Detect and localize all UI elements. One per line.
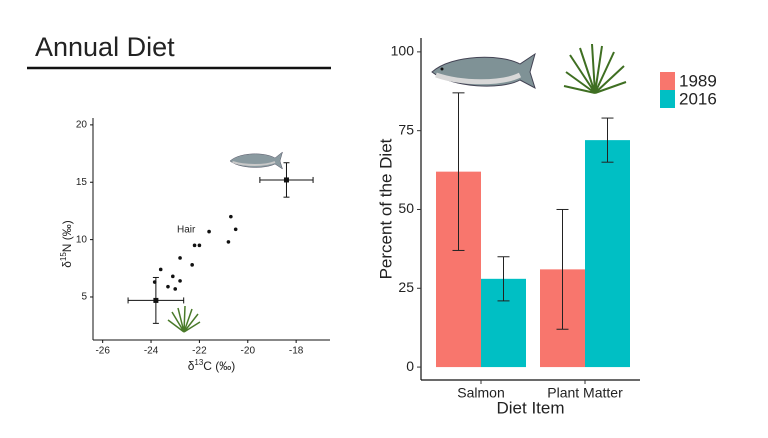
point [173, 287, 178, 291]
point [229, 214, 233, 219]
point [192, 243, 197, 248]
label-part: δ [188, 359, 195, 373]
label-part: N (‰) [60, 220, 74, 252]
y-axis-title: Percent of the Diet [376, 138, 395, 279]
source-mean [153, 297, 159, 303]
y-tick-label: 20 [76, 120, 88, 131]
point [190, 263, 194, 267]
grass-icon [167, 305, 201, 333]
y-tick-label: 5 [81, 292, 87, 303]
y-tick-label: 25 [398, 279, 414, 295]
legend-swatch [660, 90, 675, 108]
y-tick-label: 100 [391, 43, 415, 59]
y-tick-label: 75 [398, 121, 414, 137]
label-sup: 15 [59, 252, 68, 261]
x-axis-title: Diet Item [496, 398, 564, 417]
x-tick-label: Plant Matter [547, 385, 623, 401]
legend-label: 1989 [679, 71, 717, 90]
y-tick-label: 10 [76, 234, 88, 245]
legend-swatch [660, 72, 675, 90]
x-tick-label: -24 [144, 346, 159, 357]
x-tick-label: -26 [95, 346, 110, 357]
y-tick-label: 0 [406, 358, 414, 374]
point [171, 274, 175, 279]
x-tick-label: -20 [241, 346, 256, 357]
label-sup: 13 [194, 358, 203, 367]
x-tick-label: -22 [192, 346, 207, 357]
salmon-icon [431, 52, 536, 90]
point [233, 227, 238, 232]
y-tick-label: 15 [76, 177, 88, 188]
salmon-icon [229, 151, 283, 170]
y-tick-label: 50 [398, 200, 414, 216]
x-tick-label: Salmon [457, 385, 504, 401]
x-tick-label: -18 [289, 346, 304, 357]
point [207, 229, 211, 234]
point [178, 256, 182, 260]
grass-icon [563, 43, 627, 94]
point [226, 240, 231, 244]
axis-label: δ15N (‰) [59, 220, 75, 268]
label-part: δ [60, 261, 74, 268]
label-part: C (‰) [203, 359, 235, 373]
bar [585, 140, 630, 368]
legend-label: 2016 [679, 89, 717, 108]
point [158, 267, 163, 272]
source-mean [283, 177, 289, 183]
annotation: Hair [177, 225, 196, 236]
point [166, 284, 170, 289]
point [178, 279, 182, 283]
axis-label: δ13C (‰) [188, 358, 236, 374]
point [197, 243, 202, 248]
slide-title: Annual Diet [35, 32, 175, 62]
